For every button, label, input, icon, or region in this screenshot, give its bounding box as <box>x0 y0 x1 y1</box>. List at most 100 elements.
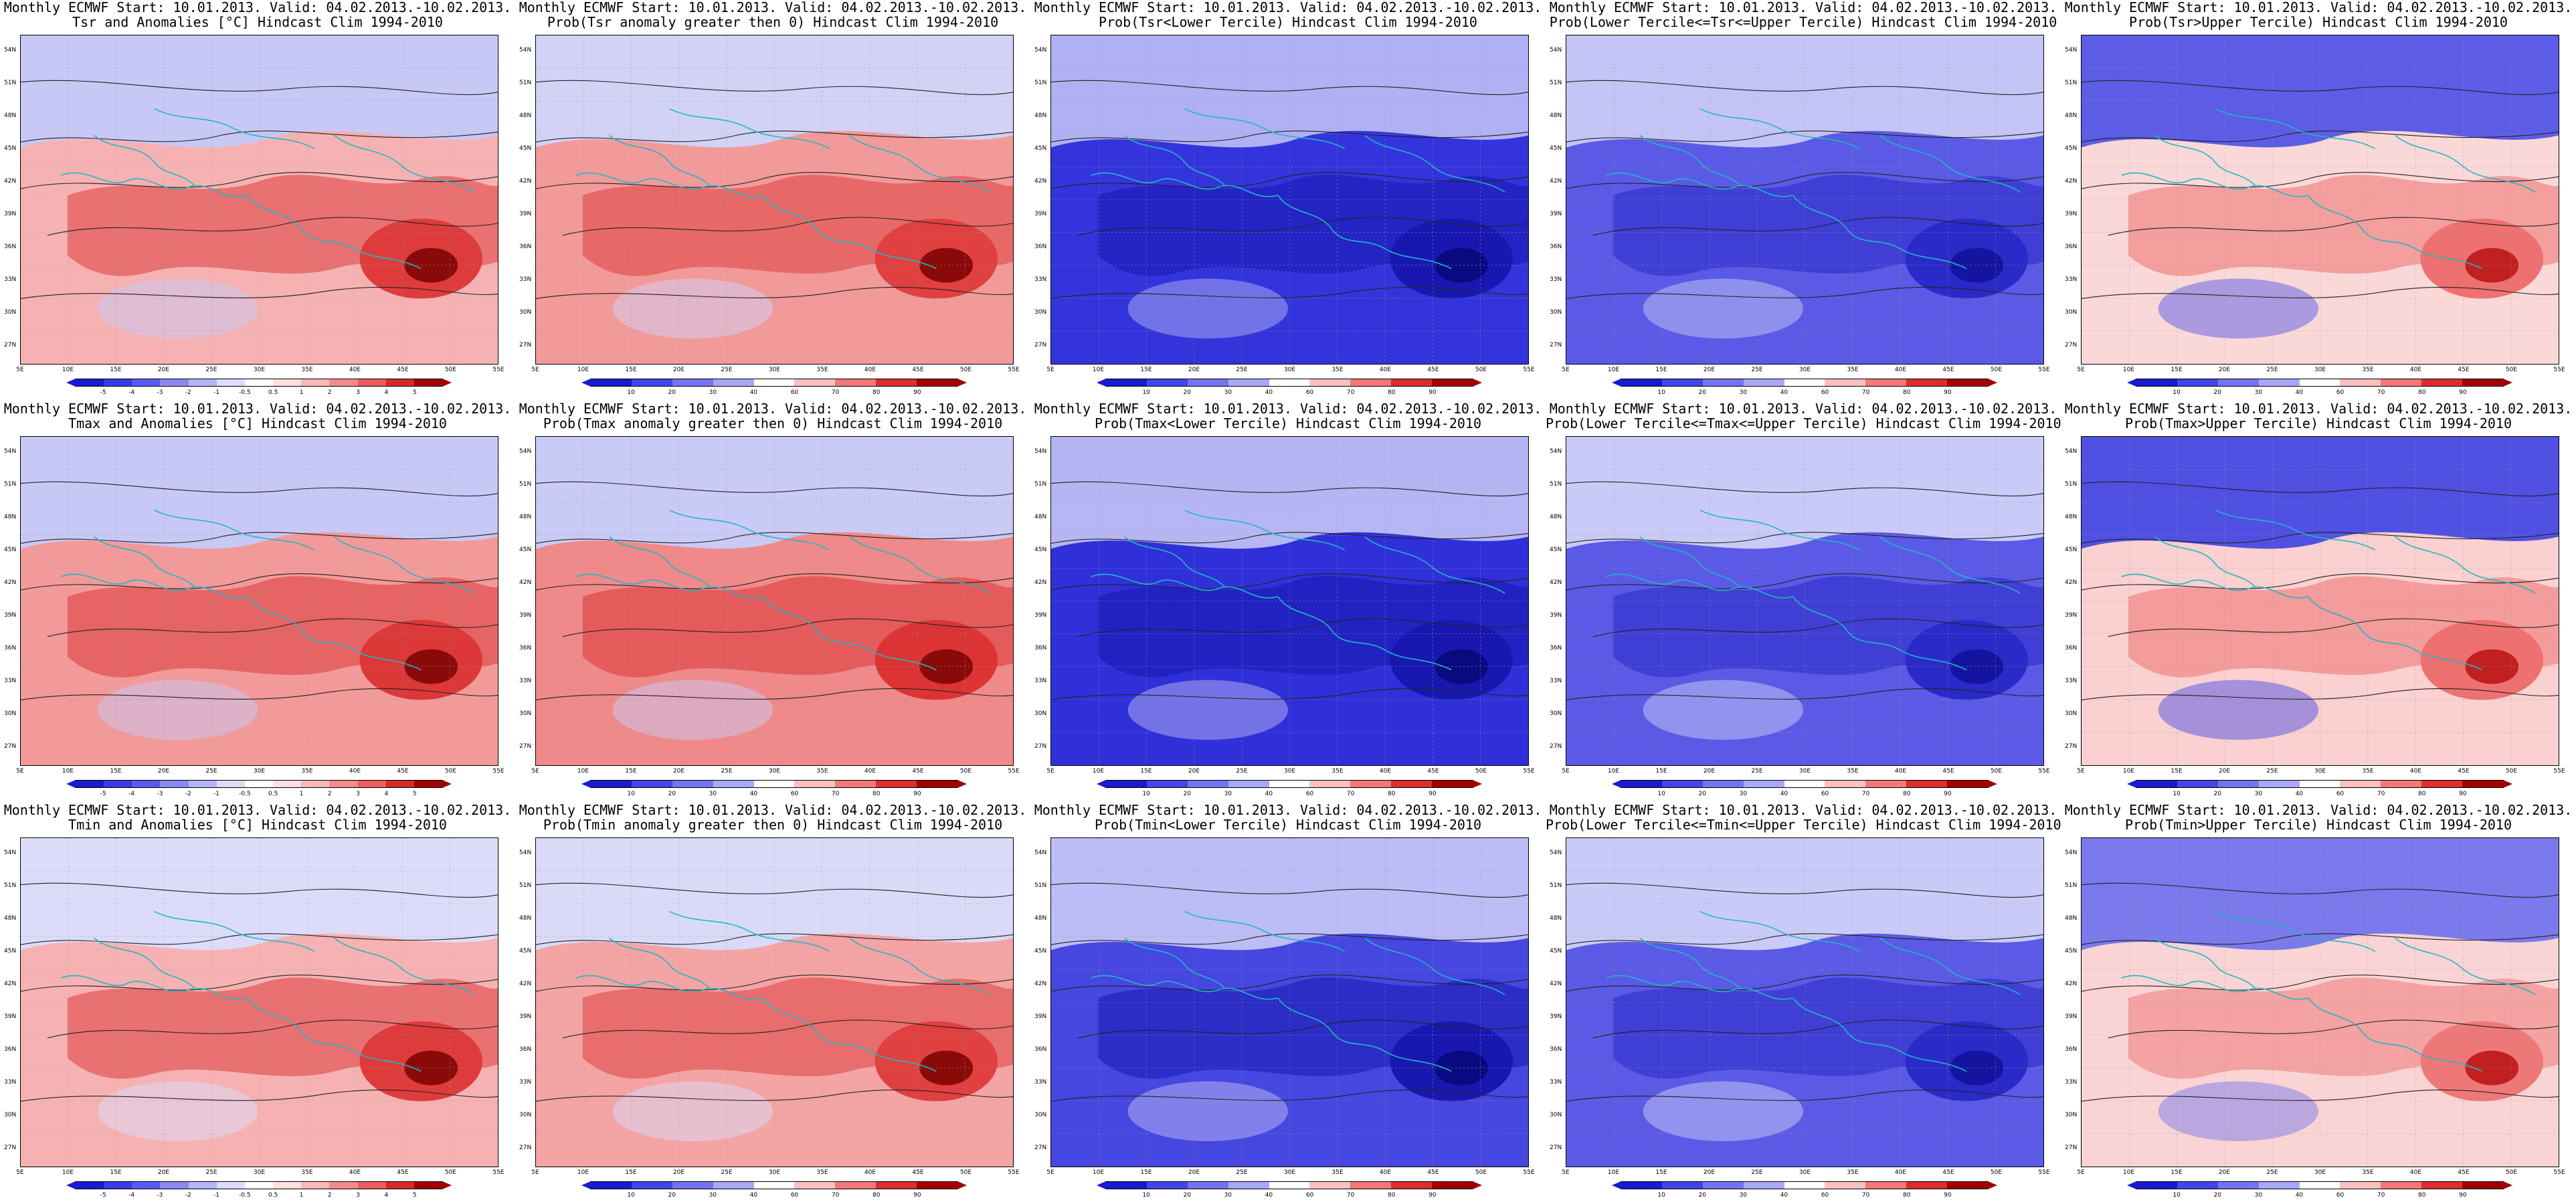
colorbar-tick-label: 30 <box>2254 1192 2263 1199</box>
coastline <box>609 536 710 587</box>
panel-title: Prob(Lower Tercile<=Tmin<=Upper Tercile)… <box>1546 817 2061 833</box>
colorbar-segment <box>917 379 958 386</box>
colorbar-arrow-low <box>581 1181 591 1189</box>
colorbar <box>66 780 452 788</box>
map-panel: Monthly ECMWF Start: 10.01.2013. Valid: … <box>2061 803 2576 1204</box>
lon-label: 15E <box>625 367 637 373</box>
south-field <box>612 278 773 339</box>
isotherm-contour <box>1566 933 2043 945</box>
lat-label: 36N <box>1550 645 1562 651</box>
lat-label: 36N <box>4 243 17 250</box>
map-panel: Monthly ECMWF Start: 10.01.2013. Valid: … <box>0 401 515 803</box>
coastline <box>1364 937 1505 995</box>
lat-label: 33N <box>4 1079 17 1086</box>
colorbar-tick-label: 40 <box>2295 389 2304 396</box>
lat-label: 42N <box>1550 981 1562 987</box>
lon-label: 45E <box>1427 768 1439 775</box>
isotherm-contour <box>2082 573 2559 591</box>
colorbar-tick-label: 10 <box>2173 389 2181 396</box>
coastline <box>1792 195 1967 270</box>
isotherm-contour <box>1051 481 1528 497</box>
colorbar-tick-label: -0.5 <box>239 389 251 396</box>
colorbar-segment <box>876 1182 917 1189</box>
isotherm-contour <box>2108 1019 2559 1039</box>
colorbar <box>2127 780 2512 788</box>
coastline <box>1124 134 1225 186</box>
map-canvas <box>1051 838 1528 1167</box>
colorbar <box>2127 1181 2512 1189</box>
colorbar-arrow-high <box>1988 780 1997 788</box>
lat-label: 48N <box>4 915 17 922</box>
colorbar-tick-label: 10 <box>2173 1192 2181 1199</box>
colorbar-arrow-high <box>2503 780 2512 788</box>
map-area <box>20 35 498 365</box>
core-field <box>919 1050 974 1086</box>
panel-title: Tmax and Anomalies [°C] Hindcast Clim 19… <box>68 415 447 431</box>
colorbar-segment <box>413 781 443 787</box>
colorbar-tick-label: 60 <box>1305 791 1314 797</box>
lon-label: 45E <box>1427 367 1439 373</box>
core-field <box>404 649 458 684</box>
colorbar-segment <box>1784 379 1825 386</box>
colorbar-arrow-high <box>1473 780 1482 788</box>
panel-title: Prob(Tsr anomaly greater then 0) Hindcas… <box>547 14 999 30</box>
colorbar-tick-label: 30 <box>1224 389 1232 396</box>
colorbar-tick-label: 1 <box>299 791 304 797</box>
panel-header: Monthly ECMWF Start: 10.01.2013. Valid: … <box>1549 401 2057 417</box>
isotherm-contour <box>1566 172 2043 189</box>
colorbar <box>1097 780 1482 788</box>
colorbar-arrow-low <box>581 780 591 788</box>
colorbar-segment <box>672 781 713 787</box>
colorbar-tick-label: 40 <box>1780 791 1788 797</box>
colorbar-tick-label: 0.5 <box>268 1192 278 1199</box>
colorbar-segment <box>1784 781 1825 787</box>
coastline <box>1879 134 2021 193</box>
north-band <box>1051 35 1528 110</box>
coastline <box>247 997 422 1072</box>
lon-label: 10E <box>577 367 589 373</box>
isotherm-contour <box>1566 573 2043 591</box>
colorbar-segment <box>2421 781 2463 787</box>
lon-label: 45E <box>912 1169 924 1176</box>
lon-label: 50E <box>444 367 457 373</box>
lat-label: 54N <box>4 47 17 54</box>
lat-label: 33N <box>4 678 17 684</box>
coastline <box>94 134 195 186</box>
lon-label: 5E <box>16 1169 24 1176</box>
colorbar-segment <box>188 379 217 386</box>
map-area <box>2081 436 2559 766</box>
lat-label: 33N <box>1034 678 1047 684</box>
colorbar-segment <box>2177 379 2218 386</box>
colorbar-tick-label: 70 <box>831 1192 840 1199</box>
lat-label: 51N <box>519 80 532 86</box>
south-field <box>2158 1081 2319 1142</box>
colorbar-tick-label: -0.5 <box>239 791 251 797</box>
lat-label: 45N <box>4 948 17 955</box>
colorbar-tick-label: 20 <box>1183 791 1191 797</box>
colorbar-tick-label: 1 <box>299 389 304 396</box>
colorbar-segment <box>1146 1182 1188 1189</box>
isotherm-contour <box>2082 882 2559 898</box>
map-panel: Monthly ECMWF Start: 10.01.2013. Valid: … <box>1546 0 2061 401</box>
map-panel: Monthly ECMWF Start: 10.01.2013. Valid: … <box>1546 401 2061 803</box>
colorbar-tick-label: 20 <box>668 389 676 396</box>
isotherm-contour <box>1566 1089 2043 1102</box>
colorbar-segment <box>2381 781 2422 787</box>
north-band <box>1051 838 1528 913</box>
colorbar-segment <box>794 379 836 386</box>
colorbar-segment <box>2421 379 2463 386</box>
colorbar-arrow-low <box>581 379 591 387</box>
lon-label: 25E <box>1236 367 1248 373</box>
lon-label: 25E <box>1751 768 1763 775</box>
colorbar-segment <box>753 781 795 787</box>
panel-header: Monthly ECMWF Start: 10.01.2013. Valid: … <box>3 401 512 417</box>
lat-label: 27N <box>519 1144 532 1151</box>
lon-label: 25E <box>1751 367 1763 373</box>
lon-label: 5E <box>2077 367 2085 373</box>
coastline <box>2308 997 2482 1072</box>
colorbar-segment <box>2340 379 2381 386</box>
colorbar-segment <box>104 1182 132 1189</box>
colorbar-tick-label: 10 <box>2173 791 2181 797</box>
lat-label: 36N <box>2065 1046 2078 1053</box>
colorbar-tick-label: 10 <box>1657 1192 1665 1199</box>
